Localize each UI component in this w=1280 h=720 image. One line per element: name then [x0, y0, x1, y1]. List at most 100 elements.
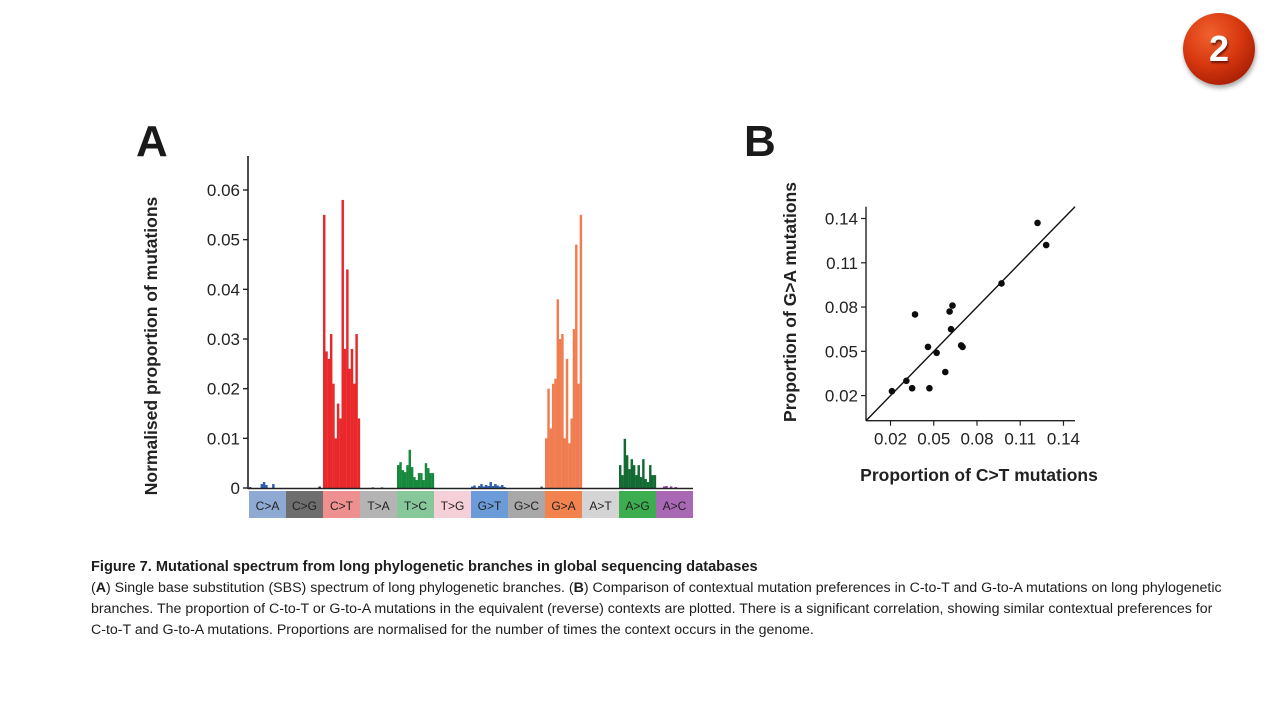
- bar-atog: [639, 477, 643, 488]
- bar-ctot: [327, 358, 331, 488]
- slide-number-badge: 2: [1183, 13, 1255, 85]
- scatter-point: [888, 387, 896, 395]
- bar-gtot: [503, 487, 506, 488]
- category-label: C>T: [330, 499, 354, 513]
- scatter-point: [998, 280, 1005, 287]
- bar-gtot: [489, 482, 492, 488]
- bar-gtoa: [577, 383, 580, 488]
- bar-ctot: [341, 199, 344, 488]
- bar-ctot: [350, 348, 354, 488]
- category-label: T>C: [404, 499, 427, 513]
- x-tick-label: 0.14: [1047, 430, 1080, 449]
- category-strip: [545, 491, 582, 518]
- bar-gtot: [498, 486, 502, 488]
- category-label: T>A: [367, 499, 389, 513]
- figure-caption: Figure 7. Mutational spectrum from long …: [91, 557, 1231, 641]
- bar-gtoa: [565, 358, 569, 488]
- scatter-point: [908, 384, 916, 392]
- bar-ctot: [339, 418, 342, 488]
- scatter-point: [947, 325, 955, 333]
- bar-ttoc: [431, 473, 435, 488]
- bar-ctoa: [249, 487, 252, 488]
- bar-atoc: [662, 486, 666, 488]
- scatter-point: [1042, 241, 1050, 249]
- bar-atog: [621, 475, 624, 488]
- bar-gtoa: [570, 418, 573, 488]
- category-strip: [656, 491, 693, 518]
- scatter-point: [949, 302, 956, 309]
- bar-atog: [628, 469, 631, 488]
- bar-atog: [625, 455, 629, 488]
- scatter-point: [959, 343, 966, 351]
- bar-atog: [632, 465, 636, 488]
- bar-ctot: [353, 383, 356, 488]
- y-tick-label: 0.04: [207, 280, 240, 299]
- category-strip: [619, 491, 656, 518]
- bar-atog: [619, 465, 622, 488]
- bar-atoc: [665, 486, 668, 488]
- bar-gtoa: [563, 438, 566, 488]
- bar-ttoa: [371, 487, 375, 488]
- bar-gtot: [484, 485, 488, 488]
- bar-ctot: [348, 368, 351, 488]
- bar-gtot: [494, 484, 497, 488]
- bar-gtoa: [561, 334, 564, 488]
- bar-atoc: [669, 486, 673, 488]
- category-strip: [508, 491, 545, 518]
- bar-atog: [623, 438, 627, 488]
- category-strip: [360, 491, 397, 518]
- bar-ctot: [334, 438, 338, 488]
- x-tick-label: 0.11: [1004, 430, 1036, 449]
- bar-ctot: [323, 214, 326, 488]
- category-strip: [471, 491, 508, 518]
- bar-gtot: [501, 485, 504, 488]
- category-label: A>T: [589, 499, 612, 513]
- bar-gtoa: [572, 329, 576, 488]
- bar-gtot: [482, 486, 486, 488]
- bar-gtot: [477, 486, 481, 488]
- bar-atog: [642, 459, 645, 488]
- bar-ttoc: [424, 463, 428, 488]
- x-tick-label: 0.02: [874, 430, 907, 449]
- x-tick-label: 0.05: [917, 430, 950, 449]
- bar-ctoa: [262, 482, 266, 488]
- bar-ctot: [357, 418, 361, 488]
- bar-ttoc: [415, 480, 418, 488]
- bar-ttoc: [427, 468, 430, 488]
- bar-ctoa: [272, 484, 275, 488]
- bar-ttoc: [413, 477, 416, 488]
- caption-paren: (: [91, 580, 96, 596]
- bar-gtoc: [540, 486, 543, 488]
- x-axis-title: Proportion of C>T mutations: [860, 465, 1098, 485]
- y-tick-label: 0: [231, 479, 240, 498]
- y-tick-label: 0.05: [825, 342, 858, 361]
- y-tick-label: 0.02: [207, 380, 240, 399]
- category-strip: [397, 491, 434, 518]
- y-tick-label: 0.11: [826, 254, 858, 273]
- bar-ttoc: [422, 480, 425, 488]
- bar-gtoa: [575, 244, 578, 488]
- bar-ttoc: [399, 462, 402, 488]
- bar-gtot: [491, 486, 495, 488]
- bar-gtot: [471, 486, 474, 488]
- y-tick-label: 0.01: [207, 429, 240, 448]
- regression-line: [865, 206, 1076, 422]
- bar-ttoc: [406, 465, 409, 488]
- bar-atog: [651, 475, 654, 488]
- category-strip: [434, 491, 471, 518]
- category-label: T>G: [441, 499, 465, 513]
- bar-gtoa: [551, 383, 555, 488]
- bar-gtoa: [556, 299, 560, 488]
- bar-atog: [646, 482, 650, 488]
- scatter-point: [1034, 219, 1041, 227]
- category-label: A>G: [625, 499, 649, 513]
- bar-gtoa: [558, 339, 562, 488]
- category-label: A>C: [663, 499, 687, 513]
- bar-atog: [635, 475, 638, 488]
- bar-ctoa: [265, 485, 268, 488]
- caption-text-b: ) Comparison of contextual mutation pref…: [91, 580, 1222, 638]
- y-tick-label: 0.02: [825, 387, 858, 406]
- bar-ctot: [332, 383, 335, 488]
- category-label: G>A: [551, 499, 575, 513]
